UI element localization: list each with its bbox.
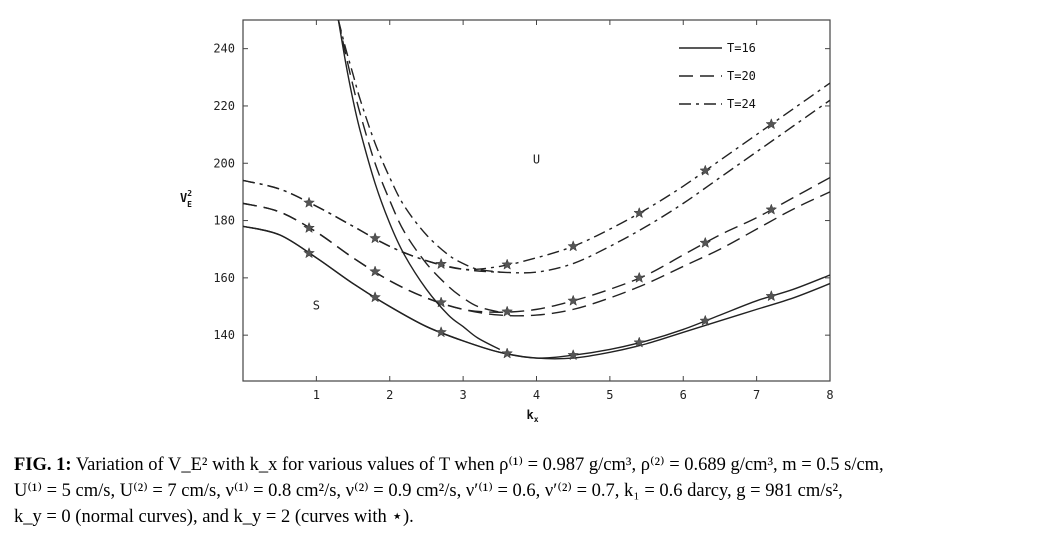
y-axis-label: V2 E	[180, 189, 192, 209]
y-tick-label: 180	[213, 214, 235, 228]
series-star-marker	[435, 257, 448, 270]
series-star-marker	[567, 240, 580, 252]
region-label: S	[313, 298, 320, 312]
series-star-marker	[435, 296, 448, 308]
series-star-marker	[699, 314, 712, 326]
series-star-marker	[633, 271, 646, 283]
series-group	[243, 20, 830, 361]
figure-caption: FIG. 1: Variation of V_E² with k_x for v…	[14, 452, 1024, 530]
legend-label: T=20	[727, 69, 756, 83]
figure-chart: 1 2 3 4 5 6 7 8 140 160 180 200 220 240 kx V2 E U S T=16 T=2…	[180, 19, 834, 424]
caption-line-2: U⁽¹⁾ = 5 cm/s, U⁽²⁾ = 7 cm/s, ν⁽¹⁾ = 0.8…	[14, 481, 843, 501]
x-axis-label: kx	[526, 408, 538, 424]
y-tick-label: 160	[213, 271, 235, 285]
series-star-marker	[567, 348, 580, 361]
series-star-marker	[303, 196, 315, 208]
series-line-2	[243, 191, 830, 317]
x-axis-label-sub: x	[534, 415, 539, 424]
series-line-3	[243, 176, 830, 313]
region-label: U	[533, 152, 540, 166]
series-star-marker	[303, 247, 315, 259]
y-axis-label-main: V	[180, 191, 187, 205]
x-tick-label: 4	[533, 388, 540, 402]
x-tick-label: 7	[753, 388, 760, 402]
series-star-marker	[369, 232, 381, 244]
series-star-marker	[303, 221, 315, 234]
x-tick-label: 2	[386, 388, 393, 402]
series-star-marker	[765, 203, 778, 215]
caption-line-1: FIG. 1: Variation of V_E² with k_x for v…	[14, 452, 1024, 478]
x-tick-label: 1	[313, 388, 320, 402]
series-star-marker	[633, 336, 646, 348]
y-tick-label: 220	[213, 99, 235, 113]
y-tick-label: 140	[213, 328, 235, 342]
series-star-marker	[369, 265, 381, 277]
series-line-5	[243, 82, 830, 271]
caption-text-1: Variation of V_E² with k_x for various v…	[71, 455, 884, 475]
series-line-0	[243, 225, 830, 360]
series-star-marker	[501, 305, 514, 317]
series-star-marker	[501, 258, 514, 270]
x-tick-label: 6	[680, 388, 687, 402]
series-line-4	[243, 99, 830, 274]
series-star-marker	[567, 294, 580, 306]
x-tick-label: 3	[460, 388, 467, 402]
series-star-marker	[369, 291, 381, 303]
series-star-marker	[765, 118, 778, 130]
caption-line-3: k_y = 0 (normal curves), and k_y = 2 (cu…	[14, 507, 414, 527]
series-star-marker	[435, 326, 448, 338]
caption-fig-label: FIG. 1:	[14, 455, 72, 475]
series-line-1	[243, 225, 830, 359]
series-line-8	[337, 20, 500, 273]
x-axis-label-main: k	[526, 408, 534, 422]
series-star-marker	[765, 289, 778, 302]
series-star-marker	[633, 206, 646, 219]
series-line-6	[337, 20, 501, 351]
x-tick-label: 5	[606, 388, 613, 402]
y-tick-label: 200	[213, 156, 235, 170]
y-axis-label-sup: 2	[187, 189, 192, 198]
series-star-marker	[699, 236, 712, 248]
series-star-marker	[699, 164, 712, 176]
y-tick-label: 240	[213, 42, 235, 56]
legend-label: T=16	[727, 41, 756, 55]
legend-label: T=24	[727, 97, 756, 111]
series-star-marker	[501, 347, 514, 359]
x-tick-label: 8	[826, 388, 833, 402]
series-line-7	[337, 20, 500, 313]
y-axis-label-sub: E	[187, 200, 192, 209]
